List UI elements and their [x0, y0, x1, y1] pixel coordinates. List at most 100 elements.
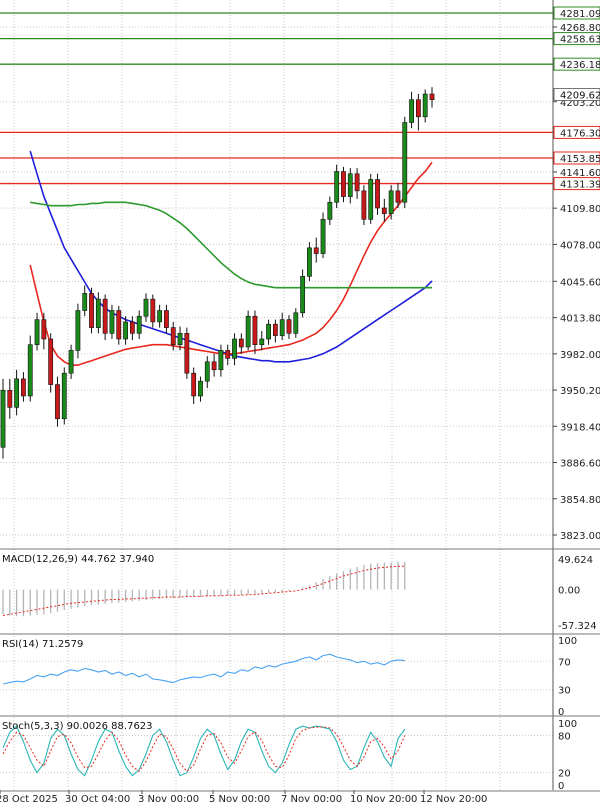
- level-tag-label: 4176.30: [560, 128, 600, 139]
- price-tick-label: 4045.60: [560, 277, 600, 288]
- price-tick-label: 4203.20: [560, 98, 600, 109]
- candle-body: [375, 179, 380, 209]
- candle-body: [191, 372, 197, 397]
- rsi-tick-label: 30: [558, 686, 571, 697]
- price-tick-label: 3982.00: [560, 350, 600, 361]
- price-tick-label: 3918.40: [560, 422, 600, 433]
- candle-body: [320, 219, 326, 254]
- candle-body: [116, 310, 122, 340]
- candle-body: [41, 319, 47, 340]
- candle-body: [259, 338, 265, 346]
- candle-body: [61, 372, 67, 420]
- candle-body: [279, 319, 285, 336]
- time-tick-label: 3 Nov 00:00: [138, 794, 199, 805]
- level-tag-box: [553, 151, 600, 165]
- stoch-tick-label: 80: [558, 731, 571, 742]
- candle-body: [252, 315, 258, 346]
- price-tick-label: 3854.80: [560, 495, 600, 506]
- level-tag-label: 4131.39: [560, 180, 600, 191]
- candle-body: [300, 276, 306, 314]
- current-price-box: [553, 88, 600, 101]
- moving-average-line: [30, 201, 432, 289]
- candle-body: [102, 298, 108, 334]
- candle-body: [0, 389, 6, 448]
- time-tick-label: 30 Oct 04:00: [65, 794, 130, 805]
- price-axis: 4268.80 4203.20 4141.60 4109.80 4078.00 4045.…: [553, 23, 600, 542]
- grid-lines: [0, 0, 553, 790]
- candle-body: [368, 179, 374, 220]
- rsi-indicator-label: RSI(14) 71.2579: [2, 639, 83, 650]
- candle-body: [21, 378, 26, 397]
- candle-body: [361, 190, 367, 220]
- candle-body: [307, 247, 312, 277]
- level-tag-box: [553, 57, 600, 71]
- rsi-panel: 100 70 30 0 RSI(14) 71.2579: [0, 636, 577, 718]
- stoch-tick-label: 100: [558, 719, 577, 730]
- time-tick-label: 28 Oct 2025: [0, 794, 58, 805]
- current-price-label: 4209.62: [560, 90, 600, 101]
- level-tag-box: [553, 6, 600, 20]
- moving-average-line: [29, 161, 433, 366]
- candle-body: [422, 93, 428, 118]
- macd-panel: 49.624 0.00 -57.324 MACD(12,26,9) 44.762 37…: [2, 554, 597, 632]
- candle-body: [164, 310, 169, 328]
- level-tag-label: 4258.63: [560, 35, 600, 46]
- candle-body: [143, 298, 149, 317]
- candle-body: [198, 380, 203, 397]
- candle-body: [266, 323, 271, 340]
- price-tick-label: 3886.60: [560, 459, 600, 470]
- macd-tick-label: 0.00: [558, 586, 580, 597]
- candle-body: [55, 384, 60, 420]
- candle-body: [341, 171, 346, 197]
- price-tick-label: 4078.00: [560, 240, 600, 251]
- candle-body: [354, 173, 360, 192]
- candle-body: [68, 350, 74, 374]
- candle-body: [211, 361, 217, 371]
- candle-body: [347, 173, 353, 197]
- candle-body: [184, 333, 190, 374]
- stoch-indicator-label: Stoch(5,3,3) 90.0026 88.7623: [2, 721, 153, 732]
- time-tick-label: 7 Nov 00:00: [281, 794, 342, 805]
- candle-body: [286, 319, 292, 334]
- price-tick-label: 4013.80: [560, 314, 600, 325]
- candle-body: [225, 350, 231, 359]
- candle-body: [388, 190, 394, 214]
- price-tick-label: 4109.80: [560, 204, 600, 215]
- candle-body: [95, 298, 101, 328]
- macd-tick-label: 49.624: [558, 555, 593, 566]
- candle-body: [150, 298, 156, 323]
- candle-body: [75, 310, 81, 351]
- candle-body: [109, 310, 115, 334]
- time-tick-label: 10 Nov 20:00: [350, 794, 417, 805]
- candle-body: [429, 93, 435, 101]
- candle-body: [232, 338, 237, 359]
- macd-indicator-label: MACD(12,26,9) 44.762 37.940: [2, 554, 154, 565]
- stoch-signal-line: [2, 726, 406, 773]
- rsi-tick-label: 0: [558, 707, 564, 718]
- level-tag-label: 4236.18: [560, 60, 600, 71]
- candlesticks: [0, 87, 435, 459]
- rsi-line: [2, 653, 405, 685]
- candle-body: [27, 344, 33, 397]
- candle-body: [204, 361, 210, 382]
- time-tick-label: 12 Nov 20:00: [420, 794, 487, 805]
- macd-signal-line: [2, 565, 405, 616]
- candle-body: [157, 310, 163, 323]
- candle-body: [136, 315, 142, 334]
- stoch-tick-label: 20: [558, 769, 571, 780]
- candle-body: [89, 293, 94, 328]
- macd-tick-label: -57.324: [558, 621, 597, 632]
- candle-body: [238, 338, 244, 348]
- candle-body: [415, 99, 421, 118]
- level-tag-label: 4153.85: [560, 154, 600, 165]
- stoch-main-line: [2, 725, 406, 777]
- candle-body: [218, 350, 224, 371]
- candle-body: [327, 201, 333, 220]
- candle-body: [7, 389, 13, 408]
- candle-body: [82, 293, 88, 311]
- candle-body: [245, 315, 251, 348]
- candle-body: [381, 207, 387, 214]
- price-tick-label: 3823.00: [560, 531, 600, 542]
- price-tick-label: 3950.20: [560, 386, 600, 397]
